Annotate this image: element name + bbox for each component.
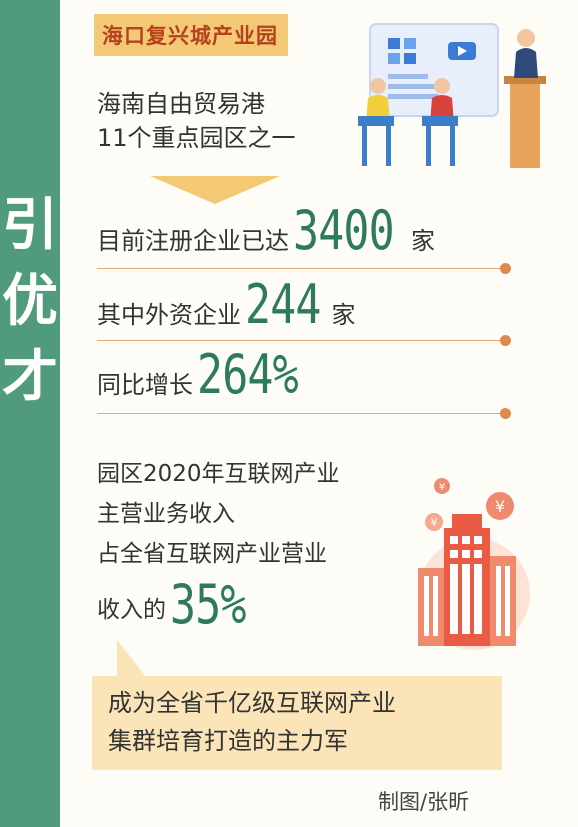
yen-coin-icon: ¥: [434, 478, 450, 494]
revenue-line: 园区2020年互联网产业: [97, 461, 340, 487]
stat-growth: 同比增长 264%: [97, 343, 315, 406]
bubble-tail: [117, 640, 147, 678]
stat-value: 244: [245, 273, 321, 336]
down-arrow-icon: [150, 176, 280, 204]
office-building-illustration: ¥ ¥ ¥: [418, 478, 530, 650]
svg-text:¥: ¥: [431, 516, 438, 529]
revenue-statement: 园区2020年互联网产业 主营业务收入 占全省互联网产业营业 收入的 35%: [97, 454, 340, 636]
side-title-char: 优: [2, 269, 58, 334]
highlight-line: 集群培育打造的主力军: [108, 727, 348, 755]
side-title-char: 才: [2, 345, 58, 410]
sidebar: 引 优 才: [0, 0, 60, 827]
highlight-line: 成为全省千亿级互联网产业: [108, 689, 396, 717]
divider-dot-icon: [500, 335, 511, 346]
stat-suffix: 家: [411, 227, 436, 255]
description-line: 海南自由贸易港: [97, 90, 265, 118]
description-line: 11个重点园区之一: [97, 124, 296, 152]
svg-text:¥: ¥: [495, 497, 505, 516]
revenue-line: 主营业务收入: [97, 501, 235, 527]
side-title: 引 优 才: [0, 188, 60, 416]
stat-value: 3400: [293, 199, 395, 262]
revenue-prefix: 收入的: [97, 597, 166, 623]
divider-line: [97, 268, 505, 269]
graphic-credit: 制图/张昕: [378, 790, 470, 814]
park-name-badge: 海口复兴城产业园: [94, 14, 288, 56]
revenue-share-row: 收入的 35%: [97, 573, 340, 636]
divider-line: [97, 340, 505, 341]
revenue-share-value: 35%: [170, 573, 246, 636]
yen-coin-icon: ¥: [486, 492, 514, 520]
highlight-text: 成为全省千亿级互联网产业 集群培育打造的主力军: [108, 684, 396, 760]
stat-prefix: 目前注册企业已达: [97, 227, 289, 255]
stat-foreign-companies: 其中外资企业 244 家: [97, 273, 356, 336]
stat-prefix: 其中外资企业: [97, 301, 241, 329]
stat-value: 264%: [197, 343, 299, 406]
divider-dot-icon: [500, 263, 511, 274]
svg-text:¥: ¥: [439, 482, 445, 493]
revenue-line: 占全省互联网产业营业: [97, 541, 327, 567]
divider-dot-icon: [500, 408, 511, 419]
stat-prefix: 同比增长: [97, 371, 193, 399]
side-title-char: 引: [2, 193, 58, 258]
stat-registered-companies: 目前注册企业已达 3400 家: [97, 199, 436, 262]
yen-coin-icon: ¥: [425, 513, 443, 531]
divider-line: [97, 413, 505, 414]
stat-suffix: 家: [331, 301, 356, 329]
highlight-bubble: [92, 676, 502, 770]
park-description: 海南自由贸易港 11个重点园区之一: [97, 87, 296, 155]
meeting-illustration: [358, 23, 546, 168]
